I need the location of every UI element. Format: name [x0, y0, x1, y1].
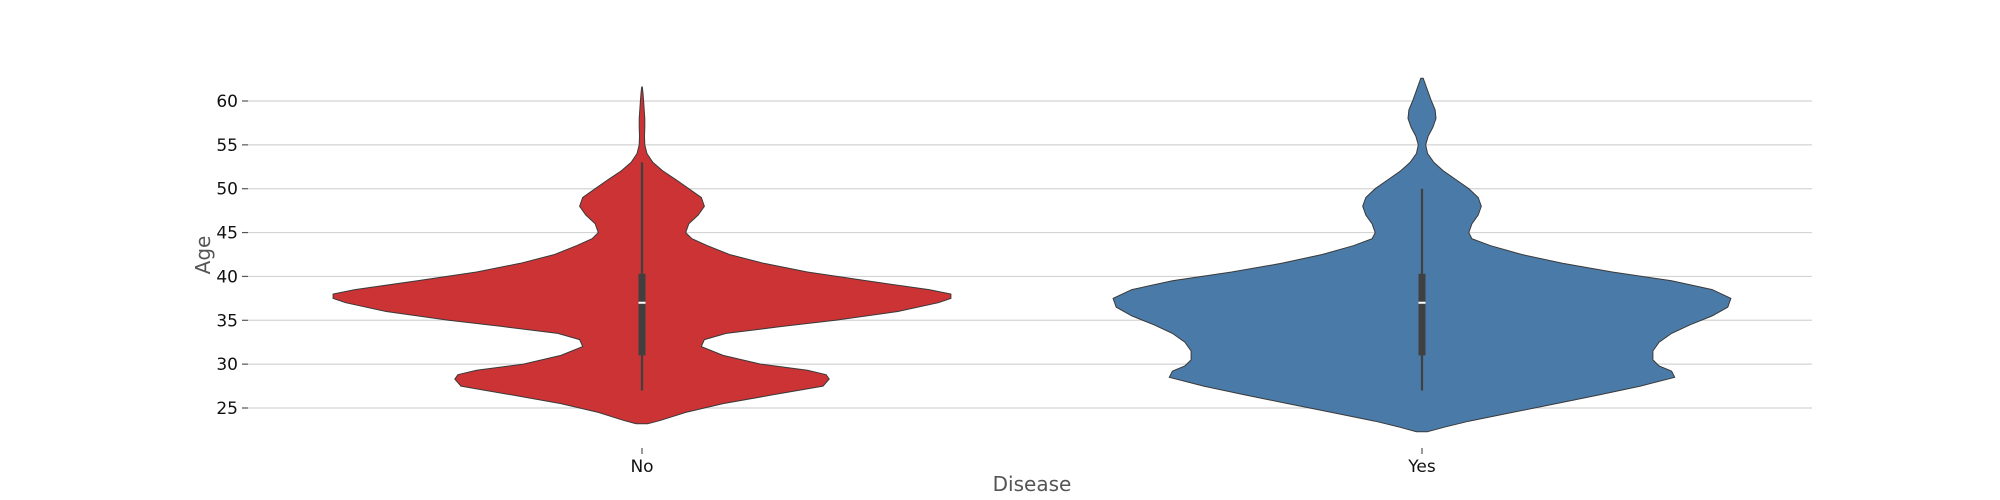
y-tick-label: 25: [216, 399, 238, 419]
y-tick-label: 35: [216, 311, 238, 331]
y-tick-label: 45: [216, 224, 238, 244]
x-tick-label: Yes: [1407, 457, 1436, 477]
y-tick-label: 55: [216, 136, 238, 156]
y-tick-label: 50: [216, 180, 238, 200]
box-yes: [1418, 273, 1426, 356]
violins: [332, 77, 1732, 433]
x-axis-label: Disease: [993, 472, 1072, 496]
y-tick-label: 30: [216, 355, 238, 375]
x-tick-label: No: [630, 457, 653, 477]
box-no: [638, 273, 646, 356]
x-axis-ticks: No Yes: [630, 448, 1436, 477]
y-axis-ticks: 25 30 35 40 45 50 55 60: [216, 92, 248, 419]
y-axis-label: Age: [191, 236, 215, 275]
y-tick-label: 40: [216, 267, 238, 287]
y-tick-label: 60: [216, 92, 238, 112]
